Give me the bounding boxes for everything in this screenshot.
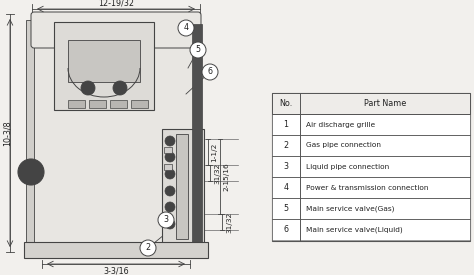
- Circle shape: [165, 136, 175, 146]
- Text: 31/32: 31/32: [226, 211, 232, 233]
- Bar: [32, 14, 200, 252]
- Circle shape: [165, 219, 175, 229]
- Circle shape: [190, 42, 206, 58]
- Text: 12-19/32: 12-19/32: [98, 0, 134, 7]
- Bar: [272, 135, 470, 156]
- Bar: [131, 100, 148, 108]
- Text: No.: No.: [279, 99, 292, 108]
- Text: 4: 4: [283, 183, 289, 192]
- Bar: [162, 129, 204, 244]
- Bar: [272, 93, 470, 241]
- Bar: [272, 93, 470, 114]
- Circle shape: [165, 169, 175, 179]
- Circle shape: [165, 202, 175, 212]
- Circle shape: [81, 81, 95, 95]
- Bar: [164, 164, 172, 170]
- Text: 1: 1: [283, 120, 289, 129]
- Text: 5: 5: [195, 45, 201, 54]
- Circle shape: [202, 64, 218, 80]
- Text: 5: 5: [283, 204, 289, 213]
- Circle shape: [165, 152, 175, 162]
- Text: Main service valve(Liquid): Main service valve(Liquid): [306, 226, 403, 233]
- Bar: [272, 114, 470, 135]
- Text: 2: 2: [283, 141, 289, 150]
- Circle shape: [140, 240, 156, 256]
- Bar: [110, 100, 127, 108]
- Text: Main service valve(Gas): Main service valve(Gas): [306, 205, 394, 212]
- Bar: [272, 219, 470, 240]
- Text: 6: 6: [283, 225, 289, 234]
- Circle shape: [113, 81, 127, 95]
- Bar: [89, 100, 106, 108]
- Bar: [272, 156, 470, 177]
- Text: 10-3/8: 10-3/8: [2, 120, 11, 146]
- Circle shape: [178, 20, 194, 36]
- Circle shape: [26, 167, 36, 177]
- Text: 3-3/16: 3-3/16: [103, 267, 129, 275]
- Bar: [272, 177, 470, 198]
- Text: 2-15/16: 2-15/16: [223, 162, 229, 191]
- Circle shape: [18, 159, 44, 185]
- Text: 6: 6: [208, 67, 212, 76]
- Text: Air discharge grille: Air discharge grille: [306, 122, 375, 128]
- Bar: [192, 24, 202, 242]
- Bar: [176, 134, 188, 239]
- Bar: [24, 242, 208, 258]
- Bar: [54, 22, 154, 110]
- FancyBboxPatch shape: [31, 12, 201, 48]
- Text: 2: 2: [146, 243, 151, 252]
- Bar: [164, 147, 172, 153]
- Circle shape: [165, 186, 175, 196]
- Circle shape: [158, 212, 174, 228]
- Text: Part Name: Part Name: [364, 99, 406, 108]
- Text: 1-1/2: 1-1/2: [211, 142, 217, 162]
- Bar: [68, 100, 85, 108]
- Bar: [68, 40, 140, 82]
- Bar: [272, 198, 470, 219]
- Text: 31/32: 31/32: [214, 162, 220, 184]
- Text: 4: 4: [183, 23, 189, 32]
- Text: 3: 3: [283, 162, 289, 171]
- Text: Gas pipe connection: Gas pipe connection: [306, 142, 381, 149]
- Text: 3: 3: [164, 216, 168, 224]
- Text: Power & transmission connection: Power & transmission connection: [306, 185, 428, 191]
- Text: Liquid pipe connection: Liquid pipe connection: [306, 164, 389, 169]
- Bar: [26, 20, 34, 246]
